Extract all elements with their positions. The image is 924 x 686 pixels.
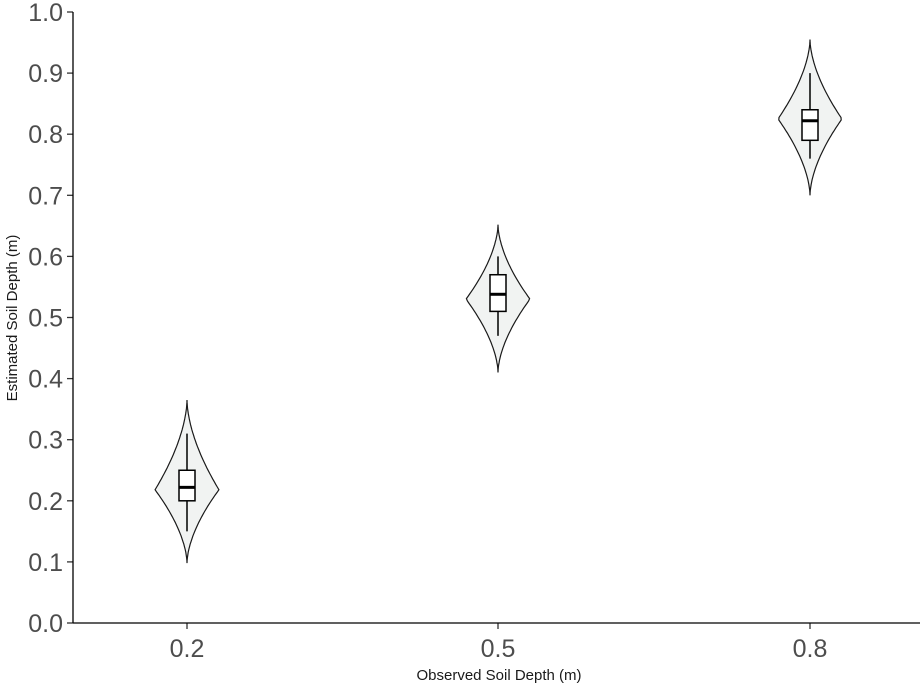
y-axis-title: Estimated Soil Depth (m) (4, 235, 21, 402)
y-tick-label: 0.4 (28, 366, 63, 394)
iqr-box (801, 109, 819, 142)
violin-group-0-2 (154, 399, 220, 564)
x-axis-title: Observed Soil Depth (m) (416, 667, 581, 684)
y-axis-ticks: 0.0 0.1 0.2 0.3 0.4 0.5 0.6 0.7 0.8 0.9 1.0 (28, 0, 73, 638)
x-tick-label: 0.2 (170, 635, 205, 663)
iqr-box (178, 469, 196, 502)
x-tick-label: 0.5 (481, 635, 516, 663)
y-tick-label: 0.2 (28, 488, 63, 516)
y-tick-label: 0.0 (28, 610, 63, 638)
y-tick-label: 0.6 (28, 243, 63, 271)
y-tick-label: 0.9 (28, 60, 63, 88)
y-tick-label: 0.5 (28, 305, 63, 333)
y-tick-label: 0.8 (28, 121, 63, 149)
x-tick-label: 0.8 (793, 635, 828, 663)
x-axis-ticks: 0.2 0.5 0.8 (170, 623, 828, 663)
violin-group-0-5 (465, 224, 531, 373)
y-tick-label: 1.0 (28, 0, 63, 27)
y-tick-label: 0.1 (28, 549, 63, 577)
y-tick-label: 0.3 (28, 427, 63, 455)
violin-group-0-8 (778, 39, 842, 196)
y-tick-label: 0.7 (28, 182, 63, 210)
plot-area (154, 39, 842, 564)
